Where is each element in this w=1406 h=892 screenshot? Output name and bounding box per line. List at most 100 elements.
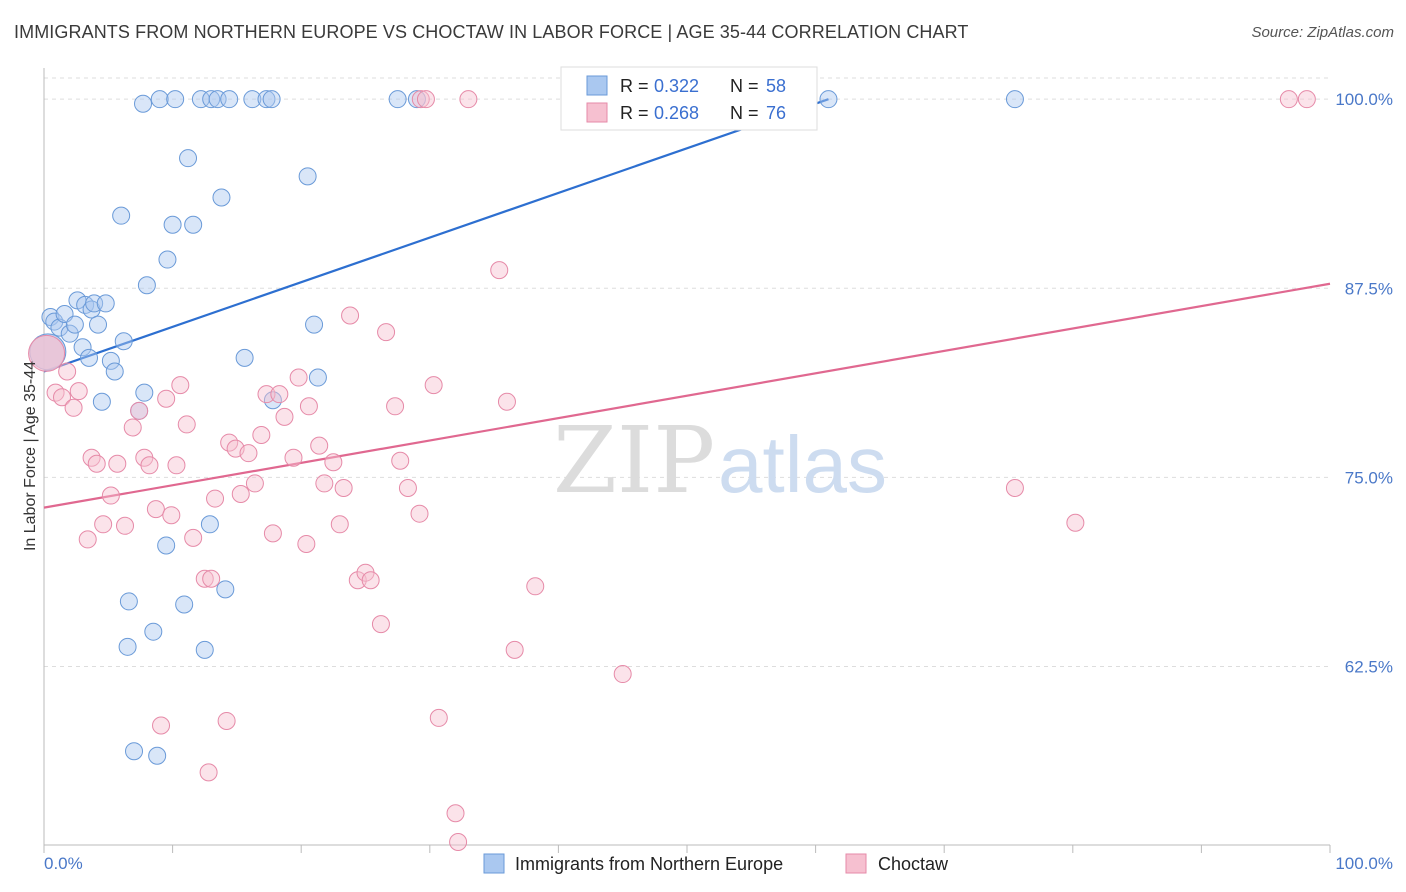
pink-point-2 bbox=[53, 388, 72, 407]
blue-point-6 bbox=[65, 315, 84, 334]
pink-point-35 bbox=[257, 385, 276, 404]
pink-point-44 bbox=[315, 474, 334, 493]
pink-point-63 bbox=[449, 832, 468, 851]
pink-point-53 bbox=[377, 323, 396, 342]
pink-point-24 bbox=[184, 528, 203, 547]
pink-point-64 bbox=[459, 90, 478, 109]
legend-r-label-pink: R = bbox=[620, 103, 649, 123]
blue-point-29 bbox=[150, 90, 169, 109]
x-tick-label-min: 0.0% bbox=[44, 854, 83, 873]
pink-point-23 bbox=[177, 415, 196, 434]
legend-n-label-blue: N = bbox=[730, 76, 759, 96]
pink-point-8 bbox=[87, 454, 106, 473]
pink-point-68 bbox=[526, 577, 545, 596]
blue-point-31 bbox=[158, 250, 177, 269]
blue-point-25 bbox=[135, 383, 154, 402]
blue-trend-line bbox=[43, 98, 829, 373]
y-tick-label-1: 87.5% bbox=[1345, 279, 1393, 298]
axes bbox=[43, 68, 1331, 853]
pink-point-54 bbox=[386, 397, 405, 416]
blue-point-14 bbox=[92, 392, 111, 411]
pink-point-47 bbox=[334, 478, 353, 497]
y-tick-label-3: 62.5% bbox=[1345, 657, 1393, 676]
blue-point-46 bbox=[243, 90, 262, 109]
blue-point-36 bbox=[184, 215, 203, 234]
pink-point-37 bbox=[270, 385, 289, 404]
pink-point-28 bbox=[217, 711, 236, 730]
pink-point-21 bbox=[167, 456, 186, 475]
pink-trend-line bbox=[43, 282, 1331, 509]
pink-point-65 bbox=[490, 261, 509, 280]
gridlines bbox=[44, 77, 1330, 667]
bottom-legend-label-pink: Choctaw bbox=[878, 854, 949, 874]
pink-point-18 bbox=[152, 716, 171, 735]
blue-point-52 bbox=[308, 368, 327, 387]
pink-point-3 bbox=[58, 362, 77, 381]
blue-point-21 bbox=[119, 592, 138, 611]
pink-point-60 bbox=[424, 376, 443, 395]
y-tick-label-2: 75.0% bbox=[1345, 468, 1393, 487]
blue-point-57 bbox=[1005, 90, 1024, 109]
pink-point-39 bbox=[284, 448, 303, 467]
pink-point-40 bbox=[289, 368, 308, 387]
blue-point-8 bbox=[73, 338, 92, 357]
legend-n-label-pink: N = bbox=[730, 103, 759, 123]
legend-n-value-pink: 76 bbox=[766, 103, 786, 123]
blue-point-53 bbox=[388, 90, 407, 109]
blue-point-19 bbox=[114, 332, 133, 351]
legend-swatch-pink bbox=[586, 102, 608, 123]
blue-point-45 bbox=[235, 348, 254, 367]
pink-point-59 bbox=[416, 90, 435, 109]
blue-point-15 bbox=[96, 294, 115, 313]
pink-point-67 bbox=[505, 640, 524, 659]
pink-point-27 bbox=[206, 489, 225, 508]
blue-point-24 bbox=[134, 94, 153, 113]
chart-title: IMMIGRANTS FROM NORTHERN EUROPE VS CHOCT… bbox=[14, 22, 969, 42]
pink-point-33 bbox=[245, 474, 264, 493]
legend-r-value-blue: 0.322 bbox=[654, 76, 699, 96]
blue-point-20 bbox=[118, 637, 137, 656]
blue-point-5 bbox=[60, 324, 79, 343]
bottom-legend-label-blue: Immigrants from Northern Europe bbox=[515, 854, 783, 874]
blue-point-42 bbox=[212, 188, 231, 207]
pink-point-52 bbox=[371, 615, 390, 634]
pink-point-72 bbox=[1066, 513, 1085, 532]
pink-point-22 bbox=[171, 376, 190, 395]
pink-point-20 bbox=[162, 506, 181, 525]
blue-point-44 bbox=[220, 90, 239, 109]
blue-point-2 bbox=[45, 312, 64, 331]
blue-point-9 bbox=[76, 295, 95, 314]
pink-point-48 bbox=[341, 306, 360, 325]
watermark-atlas: atlas bbox=[718, 420, 887, 509]
x-tick-label-max: 100.0% bbox=[1335, 854, 1393, 873]
pink-point-7 bbox=[82, 448, 101, 467]
legend-box: R = 0.322 N = 58 R = 0.268 N = 76 bbox=[560, 66, 818, 131]
watermark-zip: ZIP bbox=[553, 407, 715, 514]
pink-point-26 bbox=[199, 763, 218, 782]
blue-point-18 bbox=[112, 206, 131, 225]
pink-point-6 bbox=[78, 530, 97, 549]
blue-point-22 bbox=[125, 742, 144, 761]
pink-point-69 bbox=[613, 665, 632, 684]
bottom-legend: Immigrants from Northern Europe Choctaw bbox=[483, 853, 949, 874]
pink-point-14 bbox=[130, 401, 149, 420]
legend-r-label-blue: R = bbox=[620, 76, 649, 96]
blue-point-51 bbox=[305, 315, 324, 334]
pink-point-56 bbox=[398, 478, 417, 497]
pink-point-55 bbox=[391, 451, 410, 470]
pink-point-49 bbox=[348, 571, 367, 590]
pink-point-51 bbox=[361, 571, 380, 590]
pink-point-0 bbox=[28, 334, 66, 372]
pink-point-34 bbox=[252, 426, 271, 445]
blue-point-30 bbox=[157, 536, 176, 555]
pink-point-75 bbox=[202, 569, 221, 588]
blue-point-16 bbox=[101, 351, 120, 370]
pink-point-13 bbox=[123, 418, 142, 437]
pink-point-12 bbox=[116, 516, 135, 535]
pink-point-25 bbox=[195, 569, 214, 588]
data-points bbox=[28, 90, 1316, 851]
blue-point-56 bbox=[819, 90, 838, 109]
blue-point-54 bbox=[407, 90, 426, 109]
pink-point-32 bbox=[239, 444, 258, 463]
